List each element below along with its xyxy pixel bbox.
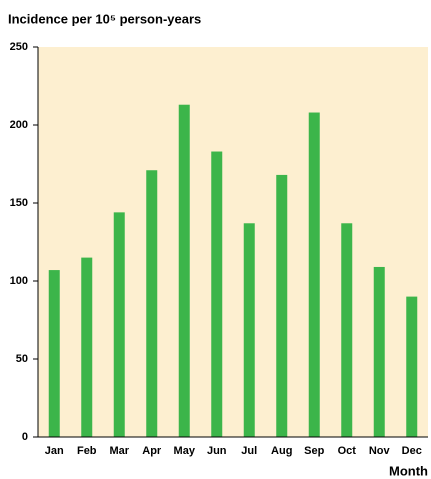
x-tick-label: Nov — [369, 445, 391, 457]
y-tick-label: 150 — [10, 197, 28, 209]
x-tick-label: Jul — [241, 445, 257, 457]
plot-background — [38, 47, 428, 437]
bar — [113, 212, 125, 437]
bar — [48, 270, 60, 437]
y-tick-label: 50 — [16, 353, 28, 365]
y-tick-label: 0 — [22, 431, 28, 443]
chart-title: Incidence per 10⁵ person-years — [8, 11, 201, 26]
bar — [211, 151, 223, 437]
y-tick-label: 200 — [10, 119, 28, 131]
y-tick-label: 100 — [10, 275, 28, 287]
bar — [146, 170, 158, 438]
x-tick-label: Sep — [304, 445, 324, 457]
bar — [243, 223, 255, 437]
bar — [373, 266, 385, 437]
x-tick-label: Aug — [271, 445, 292, 457]
bar — [341, 223, 353, 437]
bar — [276, 174, 288, 438]
x-tick-label: Oct — [338, 445, 357, 457]
x-tick-label: Feb — [77, 445, 97, 457]
x-tick-label: May — [174, 445, 196, 457]
x-tick-label: Jun — [207, 445, 227, 457]
y-tick-label: 250 — [10, 41, 28, 53]
bar — [178, 104, 190, 437]
bar — [81, 257, 93, 437]
bar — [406, 296, 418, 437]
x-axis-label: Month — [389, 463, 428, 478]
x-tick-label: Mar — [109, 445, 129, 457]
x-tick-label: Jan — [45, 445, 64, 457]
x-tick-label: Dec — [402, 445, 422, 457]
bar — [308, 112, 320, 438]
x-tick-label: Apr — [142, 445, 162, 457]
